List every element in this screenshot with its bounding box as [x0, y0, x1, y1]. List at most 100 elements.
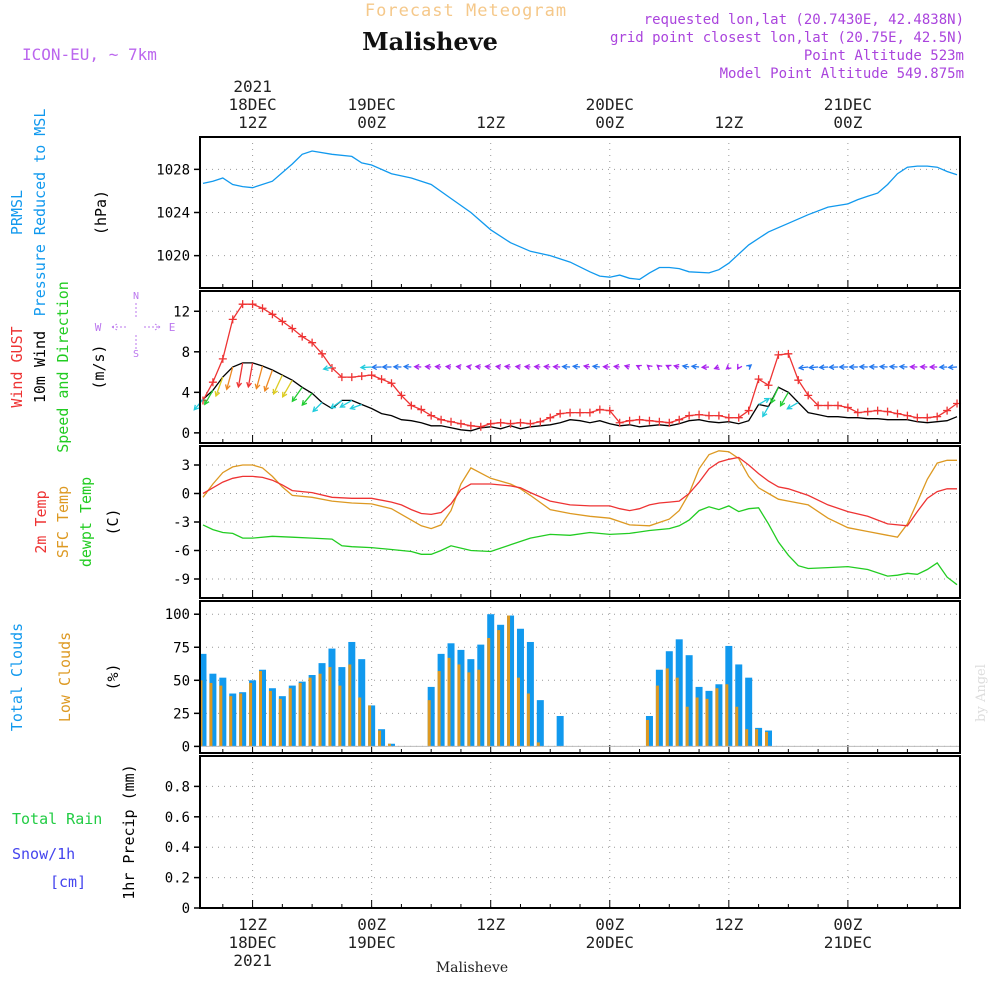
wind-arrow-head: [591, 363, 598, 370]
gust-marker: [853, 408, 862, 417]
location-title: Malisheve: [362, 27, 498, 56]
gust-marker: [387, 379, 396, 388]
snow-label: Snow/1h: [12, 845, 75, 863]
gust-marker: [665, 418, 674, 427]
low-cloud-bar: [715, 688, 719, 747]
wind-arrow-head: [947, 364, 954, 371]
y-tick-label: 0: [182, 487, 190, 503]
total-cloud-bar: [685, 655, 693, 747]
gust-marker: [585, 408, 594, 417]
total-cloud-bar: [755, 727, 763, 747]
wind-arrow-head: [818, 364, 825, 371]
gust-marker: [566, 408, 575, 417]
wind-arrow-head: [571, 363, 579, 370]
wind-direction-arrow: [247, 362, 254, 387]
total-cloud-bar: [556, 715, 564, 747]
gust-marker: [526, 419, 535, 428]
rain-label: Total Rain: [12, 810, 102, 828]
gust-marker: [943, 406, 952, 415]
total-cloud-bar: [437, 653, 445, 747]
wind-arrow-head: [533, 363, 540, 370]
low-cloud-bar: [497, 630, 501, 747]
low-cloud-bar: [765, 731, 769, 747]
gust-marker: [605, 406, 614, 415]
y-axis-label: PRMSL: [8, 190, 26, 235]
low-cloud-bar: [457, 664, 461, 747]
total-cloud-bar: [487, 614, 495, 747]
total-cloud-bar: [467, 659, 475, 747]
low-cloud-bar: [695, 697, 699, 747]
wind-speed-line: [202, 362, 958, 432]
time-label-bottom: 12Z: [476, 915, 505, 934]
low-cloud-bar: [675, 677, 679, 747]
gust-marker: [903, 411, 912, 420]
wind-arrow-head: [736, 363, 743, 371]
wind-direction-arrow: [799, 366, 809, 369]
gust-marker: [417, 405, 426, 414]
low-cloud-bar: [368, 705, 372, 747]
gust-marker: [546, 413, 555, 422]
y-tick-label: 1020: [156, 249, 190, 265]
wind-direction-arrow: [360, 366, 372, 369]
low-cloud-bar: [318, 673, 322, 747]
wind-arrow-head: [673, 363, 680, 370]
low-cloud-bar: [685, 706, 689, 747]
y-tick-label: 0.4: [165, 840, 190, 856]
gust-marker: [595, 405, 604, 414]
wind-arrow-head: [746, 364, 753, 370]
compass-w: W: [95, 321, 102, 334]
sfc-temp-line: [202, 450, 957, 538]
wind-arrow-head: [713, 364, 720, 370]
total-cloud-bar: [705, 690, 713, 747]
wind-arrow-head: [301, 400, 308, 407]
wind-direction-arrow: [809, 366, 819, 369]
gust-marker: [298, 332, 307, 341]
total-cloud-bar: [447, 643, 455, 747]
total-cloud-bar: [745, 677, 753, 747]
wind-arrow-head: [424, 363, 431, 370]
temp-2m-line: [202, 456, 957, 527]
low-cloud-bar: [427, 700, 431, 747]
wind-arrow-head: [494, 364, 502, 370]
wind-arrow-head: [878, 363, 885, 370]
time-label-top: 21DEC: [824, 95, 872, 114]
gust-marker: [625, 416, 634, 425]
wind-arrow-head: [725, 364, 732, 370]
time-label-top: 00Z: [595, 113, 624, 132]
gust-marker: [288, 324, 297, 333]
total-cloud-bar: [526, 641, 534, 747]
gust-marker: [318, 349, 327, 358]
wind-arrow-head: [329, 403, 337, 409]
wind-arrow-head: [838, 364, 845, 370]
wind-direction-arrow: [350, 403, 362, 410]
low-cloud-bar: [239, 693, 243, 747]
wind-arrow-head: [204, 399, 210, 406]
low-cloud-bar: [735, 706, 739, 747]
gust-marker: [655, 417, 664, 426]
y-tick-label: 1028: [156, 162, 190, 178]
low-cloud-bar: [298, 682, 302, 747]
requested-coords: requested lon,lat (20.7430E, 42.4838N): [644, 12, 964, 28]
y-axis-label: Total Clouds: [8, 623, 26, 731]
time-label-bottom: 12Z: [714, 915, 743, 934]
wind-arrow-head: [909, 363, 916, 370]
wind-arrow-head: [700, 364, 707, 371]
low-cloud-bar: [705, 698, 709, 747]
total-cloud-bar: [655, 669, 663, 747]
wind-arrow-head: [291, 396, 298, 403]
wind-arrow-head: [848, 364, 855, 370]
gust-marker: [456, 419, 465, 428]
gust-marker: [218, 354, 227, 363]
total-cloud-bar: [695, 686, 703, 747]
low-cloud-bar: [745, 729, 749, 747]
total-cloud-bar: [497, 624, 505, 747]
gust-marker: [208, 378, 217, 387]
y-axis-label: Wind GUST: [8, 326, 26, 407]
y-tick-label: 0.2: [165, 871, 190, 887]
wind-arrow-head: [465, 364, 472, 370]
wind-direction-arrow: [282, 379, 293, 398]
total-cloud-bar: [645, 715, 653, 747]
wind-arrow-head: [254, 383, 261, 390]
wind-arrow-head: [543, 363, 550, 370]
